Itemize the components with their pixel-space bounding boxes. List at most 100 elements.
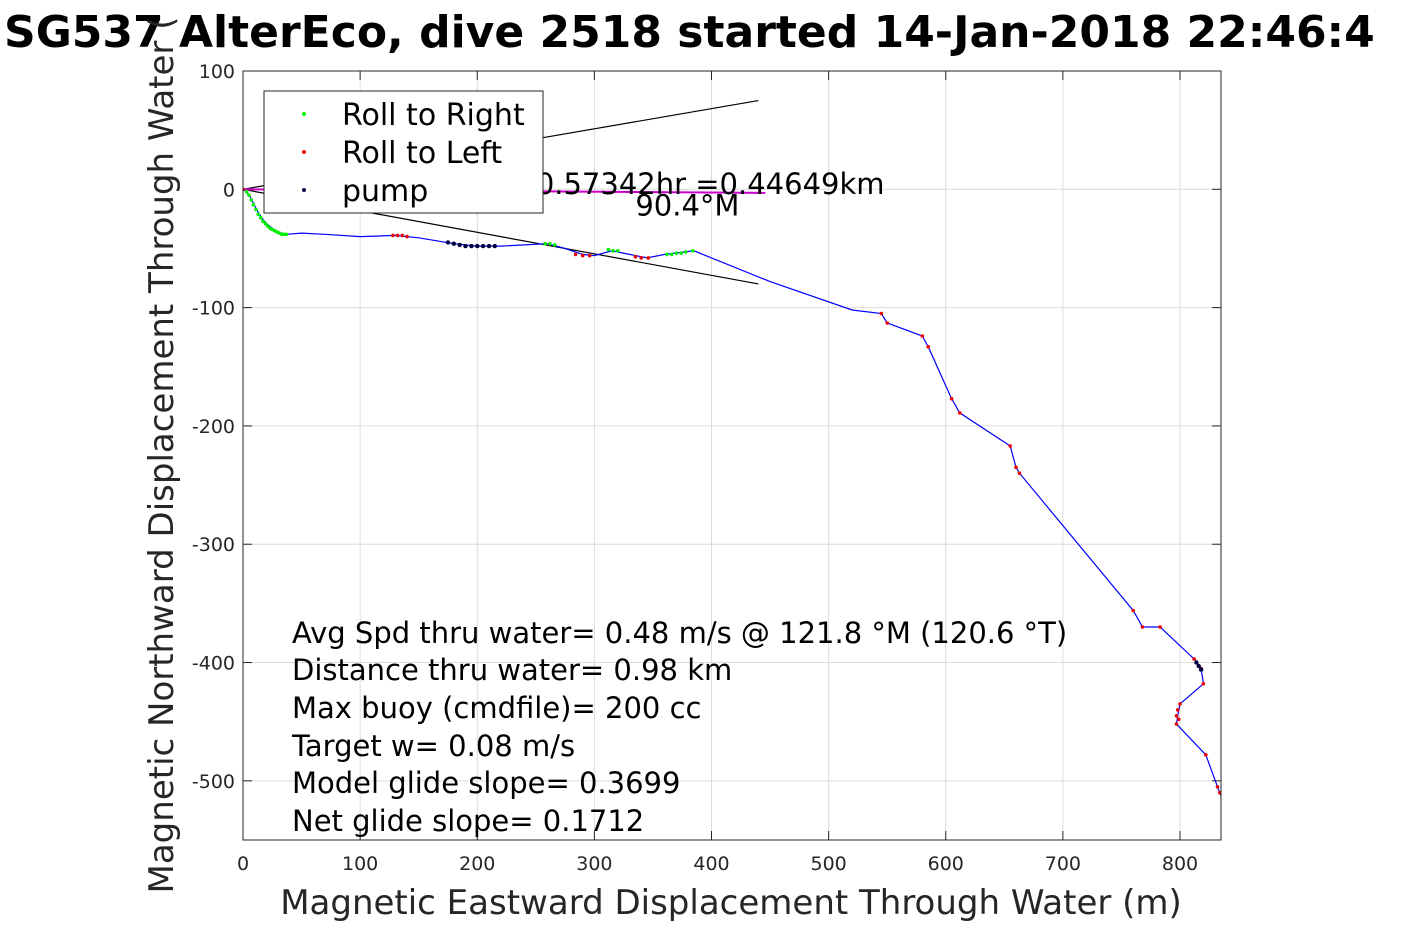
roll-left-point xyxy=(573,252,578,257)
roll-left-point xyxy=(639,256,643,260)
stats-block: Avg Spd thru water= 0.48 m/s @ 121.8 °M … xyxy=(291,616,1067,838)
roll-left-point xyxy=(391,233,395,238)
stat-model-glide: Model glide slope= 0.3699 xyxy=(292,766,680,800)
roll-left-point xyxy=(633,254,638,259)
x-axis-label: Magnetic Eastward Displacement Through W… xyxy=(280,883,1182,923)
roll-right-point xyxy=(616,249,620,253)
roll-left-point xyxy=(587,253,592,258)
roll-left-point xyxy=(1204,753,1208,757)
roll-left-point xyxy=(400,233,405,238)
roll-right-point xyxy=(552,243,557,247)
roll-left-point xyxy=(395,233,400,238)
roll-left-point xyxy=(646,256,651,260)
roll-left-point xyxy=(1215,785,1220,789)
roll-right-point xyxy=(265,224,270,228)
roll-left-point xyxy=(958,411,962,415)
roll-right-point xyxy=(611,249,615,253)
pump-point xyxy=(486,243,492,249)
y-tick-label: -300 xyxy=(192,534,235,556)
roll-left-point xyxy=(580,253,585,258)
roll-left-point xyxy=(1201,682,1206,686)
x-tick-label: 800 xyxy=(1162,853,1198,875)
roll-left-point xyxy=(1008,444,1012,448)
roll-right-point xyxy=(256,212,261,216)
stat-avg-speed: Avg Spd thru water= 0.48 m/s @ 121.8 °M … xyxy=(292,616,1067,650)
roll-left-point xyxy=(1175,708,1180,712)
roll-left-point xyxy=(1174,714,1179,718)
roll-right-point xyxy=(674,251,679,255)
roll-right-point xyxy=(683,250,688,254)
roll-right-point xyxy=(543,241,547,246)
pump-point xyxy=(463,243,468,249)
x-tick-label: 400 xyxy=(693,853,729,875)
x-tick-label: 0 xyxy=(237,853,249,875)
pump-point xyxy=(469,243,474,249)
y-tick-label: -100 xyxy=(192,298,235,320)
pump-point xyxy=(451,241,456,246)
chart-title: SG537 AlterEco, dive 2518 started 14-Jan… xyxy=(4,7,1375,58)
y-tick-label: 100 xyxy=(199,61,235,83)
legend-box xyxy=(263,90,544,214)
stat-net-glide: Net glide slope= 0.1712 xyxy=(292,804,644,838)
roll-left-point xyxy=(1177,717,1181,722)
roll-right-point xyxy=(263,221,268,226)
stat-distance: Distance thru water= 0.98 km xyxy=(292,653,732,687)
y-tick-label: 0 xyxy=(223,179,235,201)
y-tick-label: -200 xyxy=(192,416,235,438)
plot-frame xyxy=(242,70,1222,841)
roll-left-point xyxy=(1218,790,1221,795)
stat-target-w: Target w= 0.08 m/s xyxy=(291,729,575,763)
roll-right-point xyxy=(284,232,289,237)
roll-right-point xyxy=(247,193,251,197)
legend-label-roll-right: Roll to Right xyxy=(342,98,525,133)
y-axis-label: Magnetic Northward Displacement Through … xyxy=(142,17,182,894)
roll-right-point xyxy=(254,207,258,212)
roll-right-point xyxy=(679,251,683,255)
pump-point xyxy=(1198,667,1204,672)
legend-marker-pump xyxy=(302,188,306,192)
roll-left-point xyxy=(405,234,409,239)
x-tick-label: 100 xyxy=(342,853,378,875)
roll-left-point xyxy=(1014,465,1018,470)
legend-label-pump: pump xyxy=(342,174,428,209)
roll-right-point xyxy=(669,252,674,257)
roll-left-point xyxy=(1131,608,1135,613)
x-axis-ticks: 0 100 200 300 400 500 600 700 800 xyxy=(237,71,1198,875)
roll-right-point xyxy=(606,247,611,252)
y-tick-label: -400 xyxy=(192,653,235,675)
legend-label-roll-left: Roll to Left xyxy=(342,136,502,171)
heading-annotation: 90.4°M xyxy=(635,188,739,222)
y-axis-ticks: 100 0 -100 -200 -300 -400 -500 xyxy=(192,61,1221,793)
x-tick-label: 200 xyxy=(459,853,495,875)
pump-point xyxy=(480,243,486,249)
x-tick-label: 700 xyxy=(1045,853,1081,875)
legend-marker-roll-right xyxy=(302,112,306,116)
roll-right-point xyxy=(261,219,265,224)
roll-right-point xyxy=(258,215,263,220)
legend: Roll to Right Roll to Left pump xyxy=(263,90,544,214)
pump-point xyxy=(445,240,451,245)
roll-right-point xyxy=(691,249,695,253)
roll-left-point xyxy=(1192,657,1196,661)
roll-left-point xyxy=(949,396,954,401)
pump-point xyxy=(457,242,462,248)
stat-max-buoy: Max buoy (cmdfile)= 200 cc xyxy=(292,691,701,725)
roll-left-point xyxy=(1174,722,1179,726)
roll-left-point xyxy=(879,311,884,316)
roll-right-point xyxy=(244,189,249,194)
y-tick-label: -500 xyxy=(192,771,235,793)
x-tick-label: 500 xyxy=(810,853,846,875)
roll-left-point xyxy=(1178,702,1182,706)
pump-point xyxy=(492,243,497,249)
roll-right-point xyxy=(665,252,669,257)
roll-left-point xyxy=(1017,471,1022,476)
legend-marker-roll-left xyxy=(302,150,306,154)
roll-left-point xyxy=(885,321,889,325)
x-tick-label: 300 xyxy=(576,853,612,875)
pump-point xyxy=(1196,663,1201,669)
roll-right-point xyxy=(251,202,256,207)
roll-left-point xyxy=(920,334,925,338)
roll-left-point xyxy=(926,344,930,349)
heading-annotation: 0.57342hr =0.44649km xyxy=(536,167,885,201)
